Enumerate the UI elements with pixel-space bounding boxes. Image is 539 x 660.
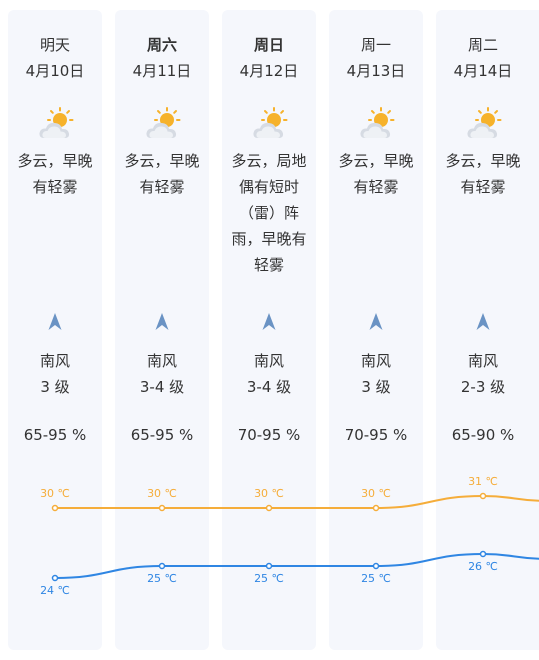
weather-description: 多云，早晚有轻雾 <box>338 152 414 196</box>
humidity: 65-95 % <box>130 426 194 444</box>
partly-cloudy-icon <box>146 107 181 138</box>
day-card: 周二 4月14日 多云，早晚有轻雾 南风 2-3 级 65-90 % <box>436 10 539 650</box>
day-date: 4月13日 <box>346 62 406 80</box>
humidity: 65-90 % <box>451 426 515 444</box>
wind-direction-arrow-icon <box>155 313 169 330</box>
day-name: 明天 <box>39 36 70 54</box>
wind-level: 3 级 <box>361 378 391 396</box>
wind-level: 3-4 级 <box>139 378 185 396</box>
day-card: 周一 4月13日 多云，早晚有轻雾 南风 3 级 70-95 % <box>329 10 423 650</box>
humidity: 70-95 % <box>344 426 408 444</box>
wind-direction-arrow-icon <box>262 313 276 330</box>
day-card: 明天 4月10日 多云，早晚有轻雾 南风 3 级 65-95 % <box>8 10 102 650</box>
wind-direction-arrow-icon <box>476 313 490 330</box>
wind-direction: 南风 <box>39 352 70 370</box>
wind-direction-arrow-icon <box>48 313 62 330</box>
wind-direction: 南风 <box>146 352 177 370</box>
day-name: 周二 <box>467 36 498 54</box>
day-date: 4月12日 <box>239 62 299 80</box>
day-card: 周日 4月12日 多云，局地偶有短时（雷）阵雨，早晚有轻雾 南风 3-4 级 7… <box>222 10 316 650</box>
day-name: 周六 <box>146 36 177 54</box>
day-date: 4月14日 <box>453 62 513 80</box>
weather-description: 多云，早晚有轻雾 <box>445 152 521 196</box>
day-card: 周六 4月11日 多云，早晚有轻雾 南风 3-4 级 65-95 % <box>115 10 209 650</box>
humidity: 70-95 % <box>237 426 301 444</box>
day-date: 4月10日 <box>25 62 85 80</box>
day-date: 4月11日 <box>132 62 192 80</box>
partly-cloudy-icon <box>360 107 395 138</box>
wind-direction: 南风 <box>467 352 498 370</box>
day-name: 周日 <box>253 36 284 54</box>
wind-level: 2-3 级 <box>460 378 506 396</box>
wind-level: 3 级 <box>40 378 70 396</box>
weather-description: 多云，早晚有轻雾 <box>124 152 200 196</box>
wind-direction-arrow-icon <box>369 313 383 330</box>
partly-cloudy-icon <box>253 107 288 138</box>
day-name: 周一 <box>360 36 391 54</box>
partly-cloudy-icon <box>467 107 502 138</box>
wind-direction: 南风 <box>253 352 284 370</box>
weather-description: 多云，早晚有轻雾 <box>17 152 93 196</box>
partly-cloudy-icon <box>39 107 74 138</box>
humidity: 65-95 % <box>23 426 87 444</box>
wind-direction: 南风 <box>360 352 391 370</box>
wind-level: 3-4 级 <box>246 378 292 396</box>
weather-description: 多云，局地偶有短时（雷）阵雨，早晚有轻雾 <box>231 152 307 274</box>
